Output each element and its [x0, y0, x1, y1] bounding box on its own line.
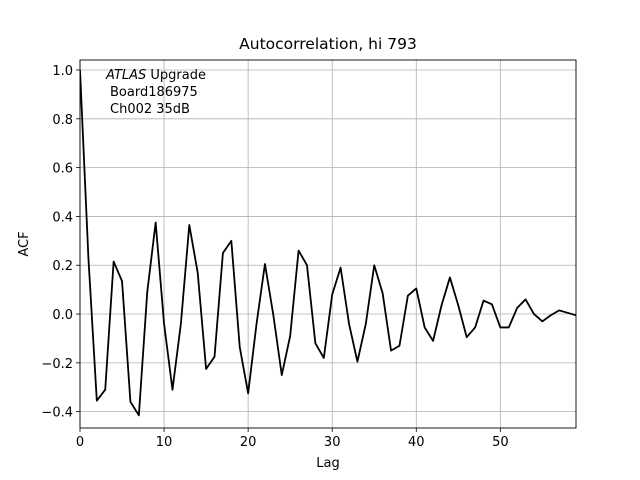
annotation: ATLAS Upgrade — [105, 68, 206, 83]
y-tick-label: 0.8 — [52, 113, 73, 128]
x-axis-label: Lag — [316, 456, 339, 471]
y-tick-label: 0.6 — [52, 162, 73, 177]
line-series — [80, 69, 576, 417]
y-axis-label: ACF — [17, 231, 32, 256]
annotation: Board186975 — [110, 85, 198, 100]
x-tick-label: 0 — [76, 435, 84, 450]
annotation: Ch002 35dB — [110, 102, 190, 117]
x-tick-label: 30 — [324, 435, 341, 450]
plot-frame — [79, 59, 577, 429]
y-tick-label: 0.0 — [52, 308, 73, 323]
x-tick-label: 50 — [492, 435, 509, 450]
x-tick-label: 20 — [240, 435, 257, 450]
x-tick-label: 40 — [408, 435, 425, 450]
chart-title: Autocorrelation, hi 793 — [239, 35, 417, 53]
y-tick-label: 0.2 — [52, 259, 73, 274]
y-tick-label: 0.4 — [52, 210, 73, 225]
y-tick-label: 1.0 — [52, 64, 73, 79]
annotation-text: Upgrade — [146, 68, 206, 83]
x-tick-label: 10 — [156, 435, 173, 450]
y-tick-label: −0.2 — [41, 357, 73, 372]
y-tick-label: −0.4 — [41, 406, 73, 421]
annotation-italic: ATLAS — [105, 68, 146, 83]
